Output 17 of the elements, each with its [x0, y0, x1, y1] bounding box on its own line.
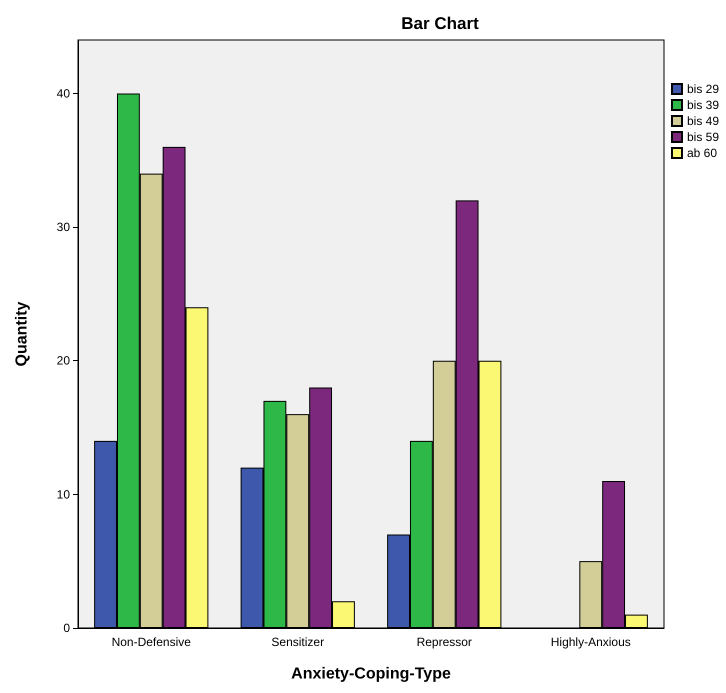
legend-label: bis 49 [686, 114, 720, 128]
x-axis-title: Anxiety-Coping-Type [291, 666, 451, 682]
legend-label: bis 29 [686, 82, 720, 96]
x-tick-label: Sensitizer [271, 635, 324, 649]
x-tick-label: Non-Defensive [112, 635, 192, 649]
x-tick-label: Repressor [416, 635, 472, 649]
x-tick-label: Highly-Anxious [550, 635, 631, 649]
legend-label: bis 59 [686, 130, 720, 144]
chart-title: Bar Chart [401, 14, 480, 33]
y-tick-label: 0 [63, 621, 70, 635]
y-tick-label: 20 [56, 354, 70, 368]
legend-label: bis 39 [686, 98, 720, 112]
y-tick-label: 10 [56, 487, 70, 502]
y-tick-label: 40 [56, 86, 70, 100]
legend-label: ab 60 [686, 146, 718, 160]
y-tick-label: 30 [56, 220, 70, 234]
y-axis-title: Quantity [14, 301, 30, 366]
